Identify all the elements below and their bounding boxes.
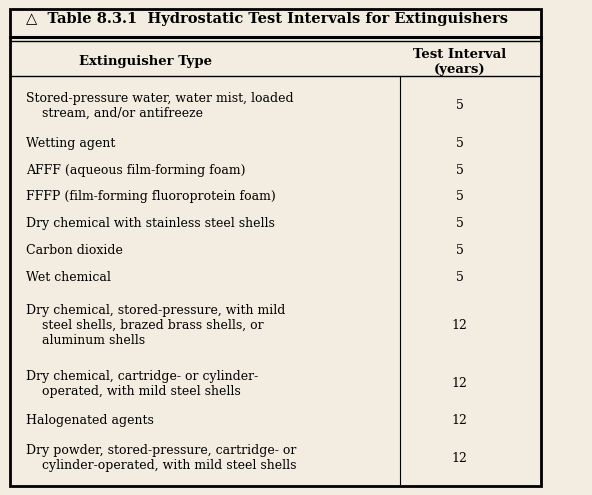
Text: Wetting agent: Wetting agent (26, 137, 115, 150)
Text: 12: 12 (452, 377, 468, 390)
Text: AFFF (aqueous film-forming foam): AFFF (aqueous film-forming foam) (26, 163, 245, 177)
Text: 5: 5 (456, 217, 464, 230)
Text: Extinguisher Type: Extinguisher Type (79, 55, 211, 68)
Text: Carbon dioxide: Carbon dioxide (26, 244, 123, 257)
Text: 5: 5 (456, 99, 464, 112)
Text: △  Table 8.3.1  Hydrostatic Test Intervals for Extinguishers: △ Table 8.3.1 Hydrostatic Test Intervals… (26, 12, 508, 26)
Text: Dry powder, stored-pressure, cartridge- or
    cylinder-operated, with mild stee: Dry powder, stored-pressure, cartridge- … (26, 444, 297, 472)
Text: Wet chemical: Wet chemical (26, 271, 111, 284)
Text: Dry chemical with stainless steel shells: Dry chemical with stainless steel shells (26, 217, 275, 230)
Text: Dry chemical, stored-pressure, with mild
    steel shells, brazed brass shells, : Dry chemical, stored-pressure, with mild… (26, 304, 285, 346)
Text: Dry chemical, cartridge- or cylinder-
    operated, with mild steel shells: Dry chemical, cartridge- or cylinder- op… (26, 370, 258, 397)
Text: 12: 12 (452, 451, 468, 465)
Text: 5: 5 (456, 137, 464, 150)
Text: 5: 5 (456, 244, 464, 257)
Text: FFFP (film-forming fluoroprotein foam): FFFP (film-forming fluoroprotein foam) (26, 191, 276, 203)
Text: 5: 5 (456, 271, 464, 284)
Text: 5: 5 (456, 191, 464, 203)
Text: Test Interval
(years): Test Interval (years) (413, 48, 506, 76)
Text: 5: 5 (456, 163, 464, 177)
Text: 12: 12 (452, 319, 468, 332)
Text: 12: 12 (452, 414, 468, 427)
Text: Stored-pressure water, water mist, loaded
    stream, and/or antifreeze: Stored-pressure water, water mist, loade… (26, 92, 294, 120)
Text: Halogenated agents: Halogenated agents (26, 414, 154, 427)
